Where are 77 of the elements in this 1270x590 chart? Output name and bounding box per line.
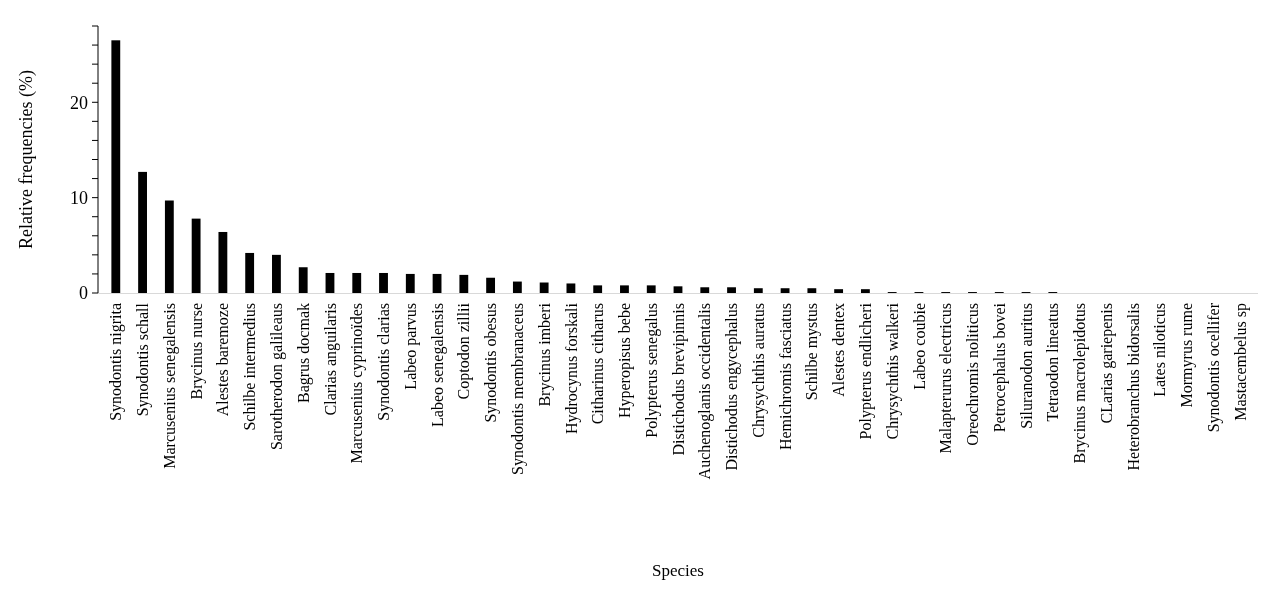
x-tick-label: Brycinus nurse bbox=[187, 303, 206, 400]
x-tick-label: Labeo coubie bbox=[910, 303, 928, 390]
x-tick-label: Oreochromis noliticus bbox=[964, 303, 982, 446]
x-tick-label: Citharinus citharus bbox=[589, 303, 607, 425]
x-tick-label: Mormyrus rume bbox=[1178, 303, 1197, 408]
x-tick-label: Hemichromis fasciatus bbox=[776, 303, 794, 451]
x-tick-label: Synodontis membranaceus bbox=[508, 303, 527, 475]
x-tick-label: Auchenoglanis occidentalis bbox=[696, 303, 715, 480]
bar bbox=[566, 283, 576, 293]
bar bbox=[138, 171, 147, 293]
bar bbox=[753, 288, 763, 293]
x-tick-label: Marcusenius senegalensis bbox=[160, 303, 179, 469]
bar bbox=[539, 282, 549, 293]
x-tick-label: Hydrocynus forskali bbox=[562, 302, 581, 435]
x-tick-label: Polypterus endlicheri bbox=[857, 302, 875, 440]
x-tick-label: Synodontis nigrita bbox=[107, 303, 126, 421]
y-tick-label: 10 bbox=[70, 187, 88, 208]
bar bbox=[727, 287, 736, 293]
x-tick-label: Synodontis ocellifer bbox=[1205, 302, 1224, 433]
bar bbox=[620, 285, 629, 293]
x-tick-label: Labeo senegalensis bbox=[428, 303, 447, 427]
y-axis-title: Relative frequencies (%) bbox=[16, 70, 37, 249]
x-tick-label: Coptodon zillii bbox=[455, 302, 474, 400]
bar bbox=[164, 200, 174, 293]
bar bbox=[298, 267, 308, 293]
x-tick-label: Chrysychthis walkeri bbox=[883, 302, 902, 440]
bar bbox=[593, 285, 603, 293]
x-tick-label: Synodontis clarias bbox=[375, 303, 394, 421]
bar bbox=[325, 272, 335, 293]
x-tick-label: Marcusenius cyprinoïdes bbox=[348, 303, 367, 464]
x-tick-label: Clarias anguilaris bbox=[321, 303, 340, 416]
y-tick-label: 20 bbox=[70, 92, 88, 113]
bar bbox=[780, 288, 790, 293]
x-tick-label: Tetraodon lineatus bbox=[1044, 303, 1062, 422]
x-tick-label: Distichodus engycephalus bbox=[723, 303, 742, 471]
bar bbox=[405, 273, 415, 293]
x-tick-label: Mastacembelus sp bbox=[1231, 303, 1250, 421]
x-tick-label: CLarias gariepenis bbox=[1097, 303, 1116, 424]
bar bbox=[218, 231, 228, 293]
x-tick-label: Synodontis obesus bbox=[482, 303, 501, 423]
bar bbox=[700, 287, 710, 293]
bar bbox=[673, 286, 683, 293]
bar bbox=[807, 288, 817, 293]
x-tick-label: Sarotherodon galileaus bbox=[268, 303, 287, 451]
bar bbox=[860, 289, 870, 293]
x-tick-label: Bagrus docmak bbox=[294, 303, 313, 403]
bar bbox=[191, 218, 201, 293]
bar bbox=[272, 254, 281, 293]
y-tick-label: 0 bbox=[79, 283, 88, 304]
bar bbox=[486, 277, 496, 293]
x-tick-label: Brycinus imberi bbox=[535, 302, 554, 407]
x-tick-label: Chrysychthis auratus bbox=[749, 303, 768, 438]
x-tick-label: Distichodus brevipinnis bbox=[669, 303, 688, 456]
x-tick-label: Lates niloticus bbox=[1151, 303, 1169, 397]
bar bbox=[512, 281, 522, 293]
bar bbox=[111, 40, 121, 293]
x-tick-label: Hyperopisus bebe bbox=[616, 303, 635, 419]
bar bbox=[245, 252, 255, 293]
bar bbox=[459, 274, 469, 293]
x-tick-label: Labeo parvus bbox=[401, 303, 420, 390]
bar bbox=[352, 272, 362, 293]
x-tick-label: Heterobranchus bidorsalis bbox=[1124, 303, 1142, 471]
bar bbox=[432, 273, 442, 293]
x-tick-label: Synodontis schall bbox=[134, 302, 153, 417]
x-tick-label: Schilbe intermedius bbox=[241, 303, 259, 431]
bar bbox=[646, 285, 656, 293]
x-tick-label: Petrocephalus bovei bbox=[990, 302, 1009, 433]
x-tick-label: Schilbe mystus bbox=[803, 303, 822, 401]
bar bbox=[834, 289, 844, 293]
x-tick-label: Alestes baremoze bbox=[214, 303, 232, 417]
x-axis-title: Species bbox=[652, 561, 704, 580]
x-tick-label: Siluranodon auritus bbox=[1017, 303, 1035, 429]
x-tick-label: Malapterurus electricus bbox=[937, 303, 956, 454]
bar bbox=[379, 272, 388, 293]
x-tick-label: Brycinus macrolepidotus bbox=[1071, 303, 1090, 464]
x-tick-label: Polypterus senegalus bbox=[642, 303, 661, 438]
x-tick-label: Alestes dentex bbox=[830, 303, 848, 397]
